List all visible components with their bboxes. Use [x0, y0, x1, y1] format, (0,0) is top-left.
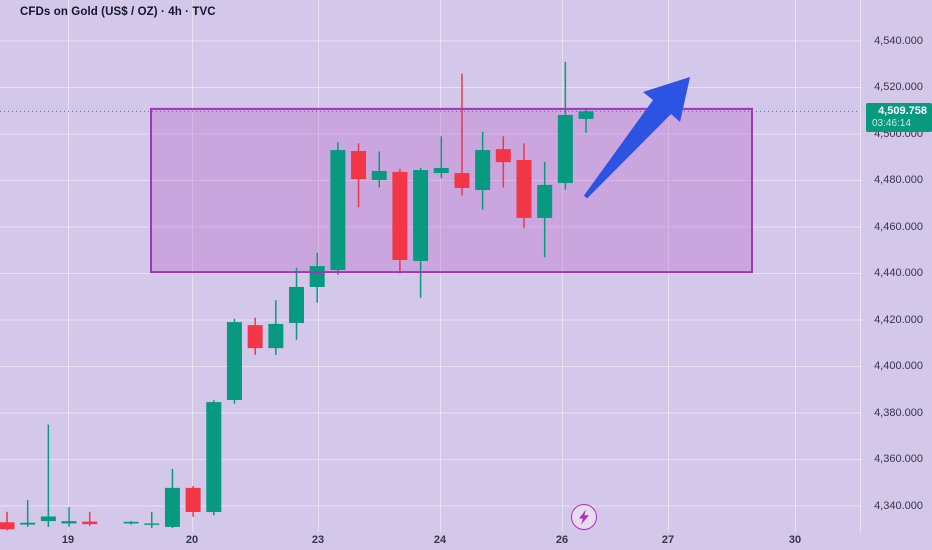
- candlestick[interactable]: [433, 136, 449, 179]
- candlestick[interactable]: [185, 486, 201, 517]
- price-tick-label: 4,340.000: [874, 499, 923, 512]
- candlestick[interactable]: [537, 161, 553, 258]
- candlestick[interactable]: [475, 131, 491, 210]
- quick-trade-button[interactable]: [571, 504, 597, 530]
- candles[interactable]: [0, 61, 594, 531]
- current-price-value: 4,509.758: [878, 105, 927, 117]
- time-tick-label: 23: [311, 534, 325, 546]
- price-tick-label: 4,400.000: [874, 360, 923, 372]
- candlestick[interactable]: [206, 400, 222, 516]
- candlestick[interactable]: [516, 143, 532, 229]
- candlestick[interactable]: [40, 424, 56, 527]
- symbol-title[interactable]: CFDs on Gold (US$ / OZ) · 4h · TVC: [20, 6, 216, 18]
- candlestick[interactable]: [144, 511, 160, 529]
- time-tick-label: 26: [555, 534, 569, 546]
- candlestick[interactable]: [392, 168, 408, 274]
- candlestick[interactable]: [164, 468, 180, 529]
- grid-lines: [0, 0, 862, 532]
- time-tick-label: 27: [661, 534, 675, 546]
- candlestick[interactable]: [20, 500, 36, 527]
- price-tick-label: 4,520.000: [874, 81, 923, 93]
- price-tick-label: 4,420.000: [874, 313, 923, 326]
- candlestick[interactable]: [454, 73, 470, 196]
- price-tick-label: 4,380.000: [874, 406, 923, 419]
- rectangle-drawing-border[interactable]: [150, 107, 753, 274]
- candlestick[interactable]: [82, 511, 98, 526]
- time-tick-label: 30: [788, 534, 802, 546]
- candlestick[interactable]: [557, 61, 573, 190]
- candlestick[interactable]: [351, 143, 367, 208]
- price-tick-label: 4,460.000: [874, 220, 923, 233]
- candlestick[interactable]: [226, 318, 242, 404]
- candlestick[interactable]: [413, 167, 429, 298]
- price-tick-label: 4,540.000: [874, 34, 923, 47]
- price-tick-label: 4,480.000: [874, 174, 923, 186]
- candlestick[interactable]: [247, 317, 263, 355]
- candlestick[interactable]: [495, 136, 511, 188]
- candlestick[interactable]: [268, 300, 284, 355]
- candlestick[interactable]: [371, 151, 387, 188]
- candlestick[interactable]: [0, 511, 15, 531]
- price-tick-label: 4,360.000: [874, 453, 923, 465]
- candlestick[interactable]: [330, 142, 346, 275]
- time-tick-label: 20: [185, 534, 199, 546]
- candlestick[interactable]: [123, 521, 139, 525]
- candlestick[interactable]: [61, 507, 77, 527]
- candlestick[interactable]: [289, 267, 305, 340]
- candlestick[interactable]: [578, 109, 594, 133]
- rectangle-drawing-fill[interactable]: [151, 108, 752, 273]
- time-tick-label: 24: [433, 534, 447, 546]
- arrow-drawing[interactable]: [584, 77, 690, 199]
- price-tick-label: 4,440.000: [874, 267, 923, 279]
- current-price-badge: 4,509.758 03:46:14: [866, 103, 932, 132]
- bar-countdown-timer: 03:46:14: [872, 118, 911, 129]
- time-tick-label: 19: [61, 534, 75, 546]
- lightning-icon: [579, 509, 589, 525]
